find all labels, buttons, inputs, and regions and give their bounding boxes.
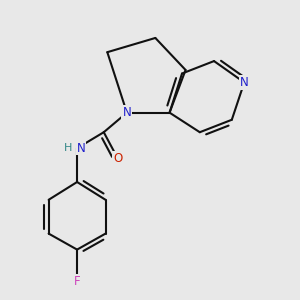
Text: N: N xyxy=(77,142,86,155)
Text: O: O xyxy=(113,152,123,165)
Text: N: N xyxy=(240,76,249,89)
Text: N: N xyxy=(122,106,131,119)
Text: H: H xyxy=(64,143,72,153)
Text: F: F xyxy=(74,275,80,288)
